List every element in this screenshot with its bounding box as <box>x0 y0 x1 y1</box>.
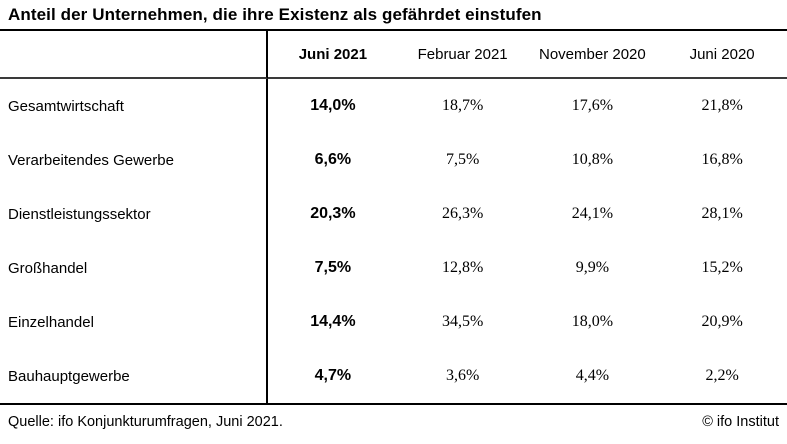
row-label-grosshandel: Großhandel <box>0 241 268 295</box>
value-cell: 2,2% <box>705 367 739 384</box>
value-cell: 7,5% <box>445 151 480 168</box>
copyright-text: © ifo Institut <box>702 414 779 430</box>
data-table: Juni 2021 Februar 2021 November 2020 Jun… <box>0 31 787 405</box>
column-header-februar-2021: Februar 2021 <box>397 31 528 79</box>
column-header-juni-2020: Juni 2020 <box>657 31 787 79</box>
column-header-november-2020: November 2020 <box>527 31 658 79</box>
value-cell: 4,4% <box>575 367 610 384</box>
value-cell: 4,7% <box>314 367 352 384</box>
value-cell: 15,2% <box>701 259 743 276</box>
page-title: Anteil der Unternehmen, die ihre Existen… <box>0 0 787 31</box>
value-cell: 6,6% <box>314 151 352 168</box>
value-cell: 16,8% <box>701 151 743 168</box>
row-label-bauhauptgewerbe: Bauhauptgewerbe <box>0 349 268 403</box>
value-cell: 7,5% <box>314 259 352 276</box>
value-cell: 34,5% <box>441 313 484 330</box>
value-cell: 18,7% <box>441 97 484 114</box>
value-cell: 3,6% <box>445 367 480 384</box>
corner-cell <box>0 31 268 79</box>
value-cell: 21,8% <box>701 97 743 114</box>
value-cell: 14,0% <box>310 97 356 114</box>
column-header-juni-2021: Juni 2021 <box>268 31 398 79</box>
footer: Quelle: ifo Konjunkturumfragen, Juni 202… <box>0 405 787 430</box>
value-cell: 14,4% <box>310 313 356 330</box>
row-label-verarbeitendes-gewerbe: Verarbeitendes Gewerbe <box>0 133 268 187</box>
value-cell: 12,8% <box>441 259 484 276</box>
row-label-einzelhandel: Einzelhandel <box>0 295 268 349</box>
value-cell: 18,0% <box>571 313 614 330</box>
value-cell: 28,1% <box>701 205 743 222</box>
value-cell: 20,9% <box>701 313 743 330</box>
source-text: Quelle: ifo Konjunkturumfragen, Juni 202… <box>8 414 283 430</box>
value-cell: 9,9% <box>575 259 610 276</box>
value-cell: 17,6% <box>571 97 614 114</box>
value-cell: 26,3% <box>441 205 484 222</box>
row-label-dienstleistungssektor: Dienstleistungssektor <box>0 187 268 241</box>
value-cell: 20,3% <box>310 205 356 222</box>
row-label-gesamtwirtschaft: Gesamtwirtschaft <box>0 79 268 133</box>
value-cell: 24,1% <box>571 205 614 222</box>
value-cell: 10,8% <box>571 151 614 168</box>
